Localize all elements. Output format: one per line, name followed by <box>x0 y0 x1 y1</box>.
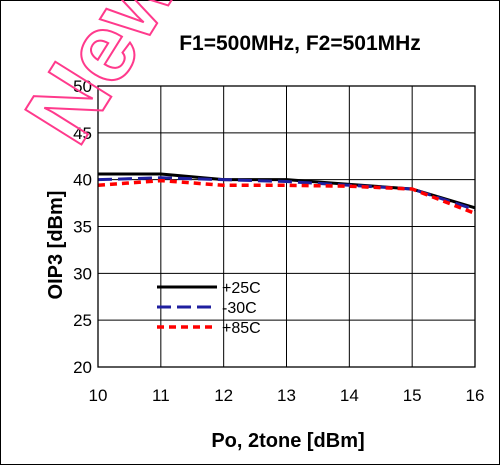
y-tick-label-1: 25 <box>73 311 92 330</box>
y-axis-label: OIP3 [dBm] <box>45 191 67 300</box>
x-tick-label-2: 12 <box>214 386 233 405</box>
x-axis-label: Po, 2tone [dBm] <box>211 430 364 452</box>
y-tick-label-3: 35 <box>73 218 92 237</box>
legend: +25C -30C +85C <box>157 280 261 337</box>
legend-label-0: +25C <box>222 280 261 297</box>
x-tick-label-4: 14 <box>340 386 359 405</box>
watermark-logo: New <box>4 0 202 162</box>
series-line-1 <box>97 176 476 212</box>
y-tick-label-0: 20 <box>73 358 92 377</box>
legend-label-1: -30C <box>222 300 257 317</box>
x-tick-label-0: 10 <box>89 386 108 405</box>
tick-labels: 10 11 12 13 14 15 16 20 25 30 35 40 45 50 <box>73 77 484 405</box>
x-tick-label-5: 15 <box>403 386 422 405</box>
y-tick-label-2: 30 <box>73 264 92 283</box>
x-tick-label-1: 11 <box>152 386 170 405</box>
watermark-text: New <box>5 0 201 161</box>
plot-area-border <box>97 85 476 368</box>
y-tick-label-6: 50 <box>73 77 92 96</box>
series-line-2 <box>97 178 476 216</box>
x-tick-label-6: 16 <box>466 386 485 405</box>
y-tick-label-5: 45 <box>73 124 92 143</box>
chart-title: F1=500MHz, F2=501MHz <box>179 32 421 55</box>
y-tick-label-4: 40 <box>73 171 92 190</box>
grid <box>97 85 476 368</box>
series-lines <box>97 172 476 216</box>
legend-label-2: +85C <box>222 320 261 337</box>
x-tick-label-3: 13 <box>277 386 296 405</box>
